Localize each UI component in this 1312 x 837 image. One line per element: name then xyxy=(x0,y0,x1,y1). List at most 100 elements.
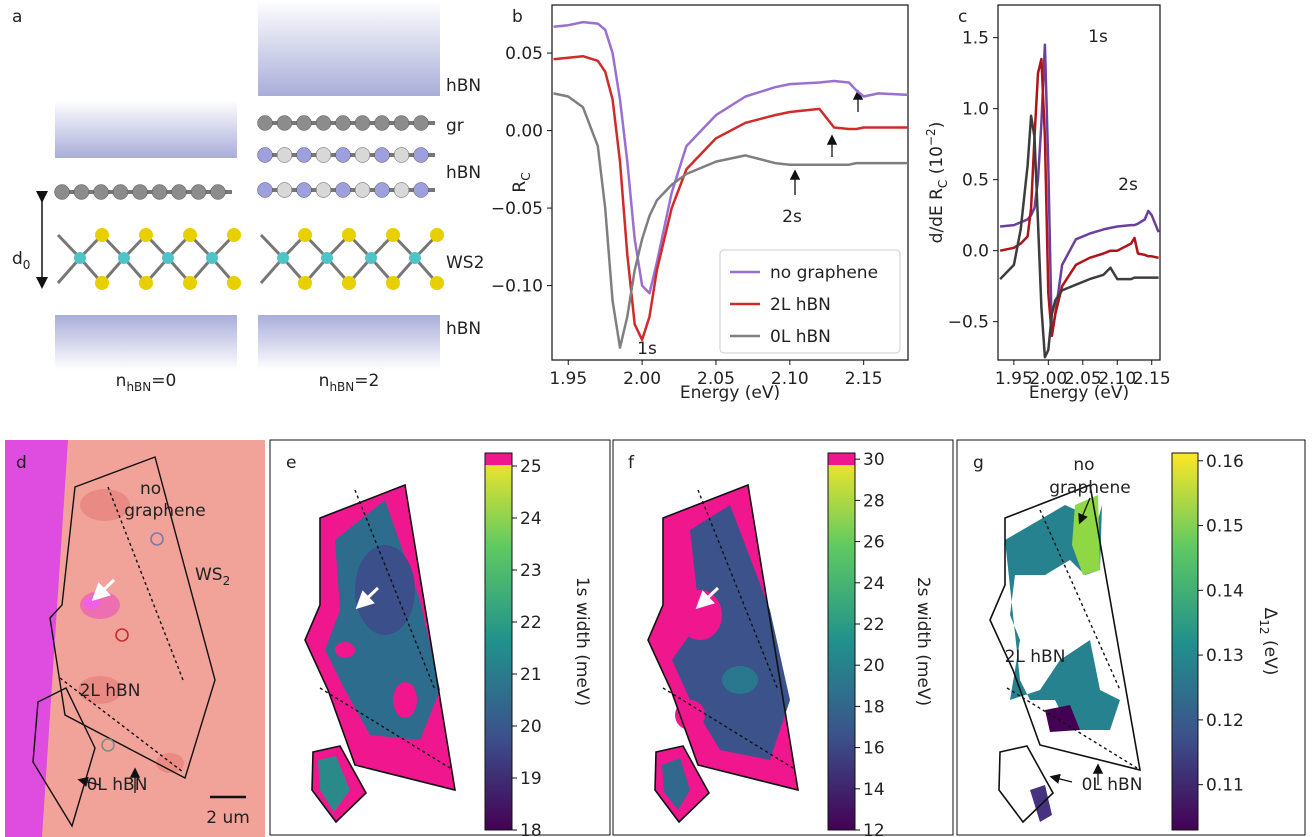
atom xyxy=(95,228,109,242)
map-region xyxy=(662,758,690,810)
atom xyxy=(95,276,109,290)
x-tick-label: 2.00 xyxy=(1029,369,1067,389)
y-tick-label: 0.00 xyxy=(505,122,543,142)
colorbar-tick-label: 0.16 xyxy=(1206,452,1244,472)
colorbar-tick-label: 0.14 xyxy=(1206,581,1244,601)
x-tick-label: 1.95 xyxy=(549,369,587,389)
atom xyxy=(171,184,187,200)
atom xyxy=(276,115,293,131)
atom xyxy=(386,228,400,242)
panel-e xyxy=(269,439,611,836)
atom xyxy=(190,184,207,200)
frame xyxy=(956,439,1306,836)
atom xyxy=(93,184,109,200)
layer-label: hBN xyxy=(446,76,481,96)
atom xyxy=(74,252,86,264)
atom xyxy=(342,276,356,290)
text-part: −2 xyxy=(924,128,938,146)
colorbar-label: 2s width (meV) xyxy=(913,577,933,706)
marker xyxy=(115,628,129,642)
atom xyxy=(257,115,273,131)
atom xyxy=(374,115,390,131)
colorbar-over xyxy=(485,453,512,465)
colorbar xyxy=(485,453,512,830)
atom xyxy=(139,276,153,290)
boundary xyxy=(59,677,184,773)
panel-d xyxy=(5,440,265,837)
colorbar-tick-label: 23 xyxy=(520,561,542,581)
outline xyxy=(32,687,96,828)
outline xyxy=(998,745,1054,824)
layer-label: hBN xyxy=(446,163,481,183)
map-region xyxy=(355,545,415,635)
map-region xyxy=(722,666,758,694)
colorbar-tick-label: 22 xyxy=(520,613,542,633)
region-label: WS2 xyxy=(195,565,230,588)
text-part: C xyxy=(519,172,533,180)
text-part: =0 xyxy=(151,371,176,391)
boundary xyxy=(319,687,451,769)
atom xyxy=(257,147,273,163)
colorbar-tick-label: 14 xyxy=(863,780,885,800)
colorbar-label: Δ12 (eV) xyxy=(1257,608,1280,676)
x-tick-label: 2.10 xyxy=(771,369,809,389)
arrows xyxy=(789,89,864,195)
atom xyxy=(354,115,371,131)
panel-letter: e xyxy=(286,453,296,473)
outline xyxy=(49,456,216,780)
atom xyxy=(277,252,289,264)
atom xyxy=(335,115,351,131)
hbn-bottom xyxy=(55,315,237,370)
arrow xyxy=(1049,773,1073,784)
outline xyxy=(311,745,367,824)
map-region xyxy=(335,642,355,658)
atom xyxy=(183,276,197,290)
text-part: hBN xyxy=(329,380,354,394)
spot xyxy=(156,753,184,773)
colorbar-tick-label: 0.12 xyxy=(1206,711,1244,731)
arrow xyxy=(355,586,380,610)
frame xyxy=(612,439,954,836)
colorbar-over xyxy=(828,453,855,465)
atom xyxy=(296,182,312,198)
colorbar xyxy=(828,453,855,830)
text-part: 0 xyxy=(23,258,31,272)
hbn-bottom xyxy=(258,315,440,370)
annotation: 1s xyxy=(637,339,657,359)
boundary xyxy=(107,486,184,681)
series-line xyxy=(999,57,1159,338)
layer-label: gr xyxy=(446,116,464,136)
panel-letter: d xyxy=(16,453,27,473)
colorbar-tick-label: 19 xyxy=(520,769,542,789)
colorbar-tick-label: 0.11 xyxy=(1206,776,1244,796)
y-tick-label: 0.05 xyxy=(505,44,543,64)
atom xyxy=(118,252,130,264)
text-part: Δ xyxy=(1260,608,1280,620)
y-tick-label: −0.10 xyxy=(491,277,543,297)
atom xyxy=(132,184,148,200)
substrate-edge xyxy=(5,440,68,837)
text-part: 2 xyxy=(223,574,231,588)
atom xyxy=(227,228,241,242)
colorbar-tick-label: 0.13 xyxy=(1206,646,1244,666)
panel-letter: b xyxy=(512,7,523,27)
spot xyxy=(84,597,100,609)
atom xyxy=(430,276,444,290)
y-tick-label: −0.05 xyxy=(491,199,543,219)
atom xyxy=(393,147,410,163)
atom xyxy=(112,184,129,200)
colorbar-tick-label: 21 xyxy=(520,665,542,685)
region-label: 2L hBN xyxy=(1005,647,1066,667)
map-region xyxy=(393,682,417,718)
atom xyxy=(413,147,429,163)
text-part: (10 xyxy=(927,146,947,180)
colorbar-tick-label: 24 xyxy=(520,509,542,529)
atom xyxy=(386,276,400,290)
y-tick-label: 1.5 xyxy=(962,29,989,49)
stack-label: nhBN=2 xyxy=(319,371,380,394)
atom xyxy=(210,184,226,200)
atom xyxy=(315,115,332,131)
annotation: 1s xyxy=(1088,27,1108,47)
atom xyxy=(354,147,371,163)
atom xyxy=(162,252,174,264)
